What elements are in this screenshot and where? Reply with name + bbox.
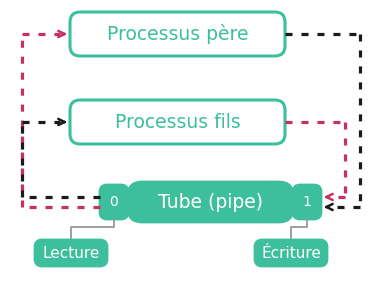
Text: 0: 0 xyxy=(110,195,119,209)
Text: 1: 1 xyxy=(303,195,312,209)
Text: Processus fils: Processus fils xyxy=(115,113,240,131)
FancyBboxPatch shape xyxy=(255,240,327,266)
FancyBboxPatch shape xyxy=(100,185,128,219)
FancyBboxPatch shape xyxy=(35,240,107,266)
Text: Processus père: Processus père xyxy=(107,24,248,44)
Text: Tube (pipe): Tube (pipe) xyxy=(158,193,263,212)
Text: Écriture: Écriture xyxy=(261,246,321,261)
FancyBboxPatch shape xyxy=(70,100,285,144)
FancyBboxPatch shape xyxy=(128,182,293,222)
Text: Lecture: Lecture xyxy=(42,246,100,261)
FancyBboxPatch shape xyxy=(70,12,285,56)
FancyBboxPatch shape xyxy=(293,185,321,219)
